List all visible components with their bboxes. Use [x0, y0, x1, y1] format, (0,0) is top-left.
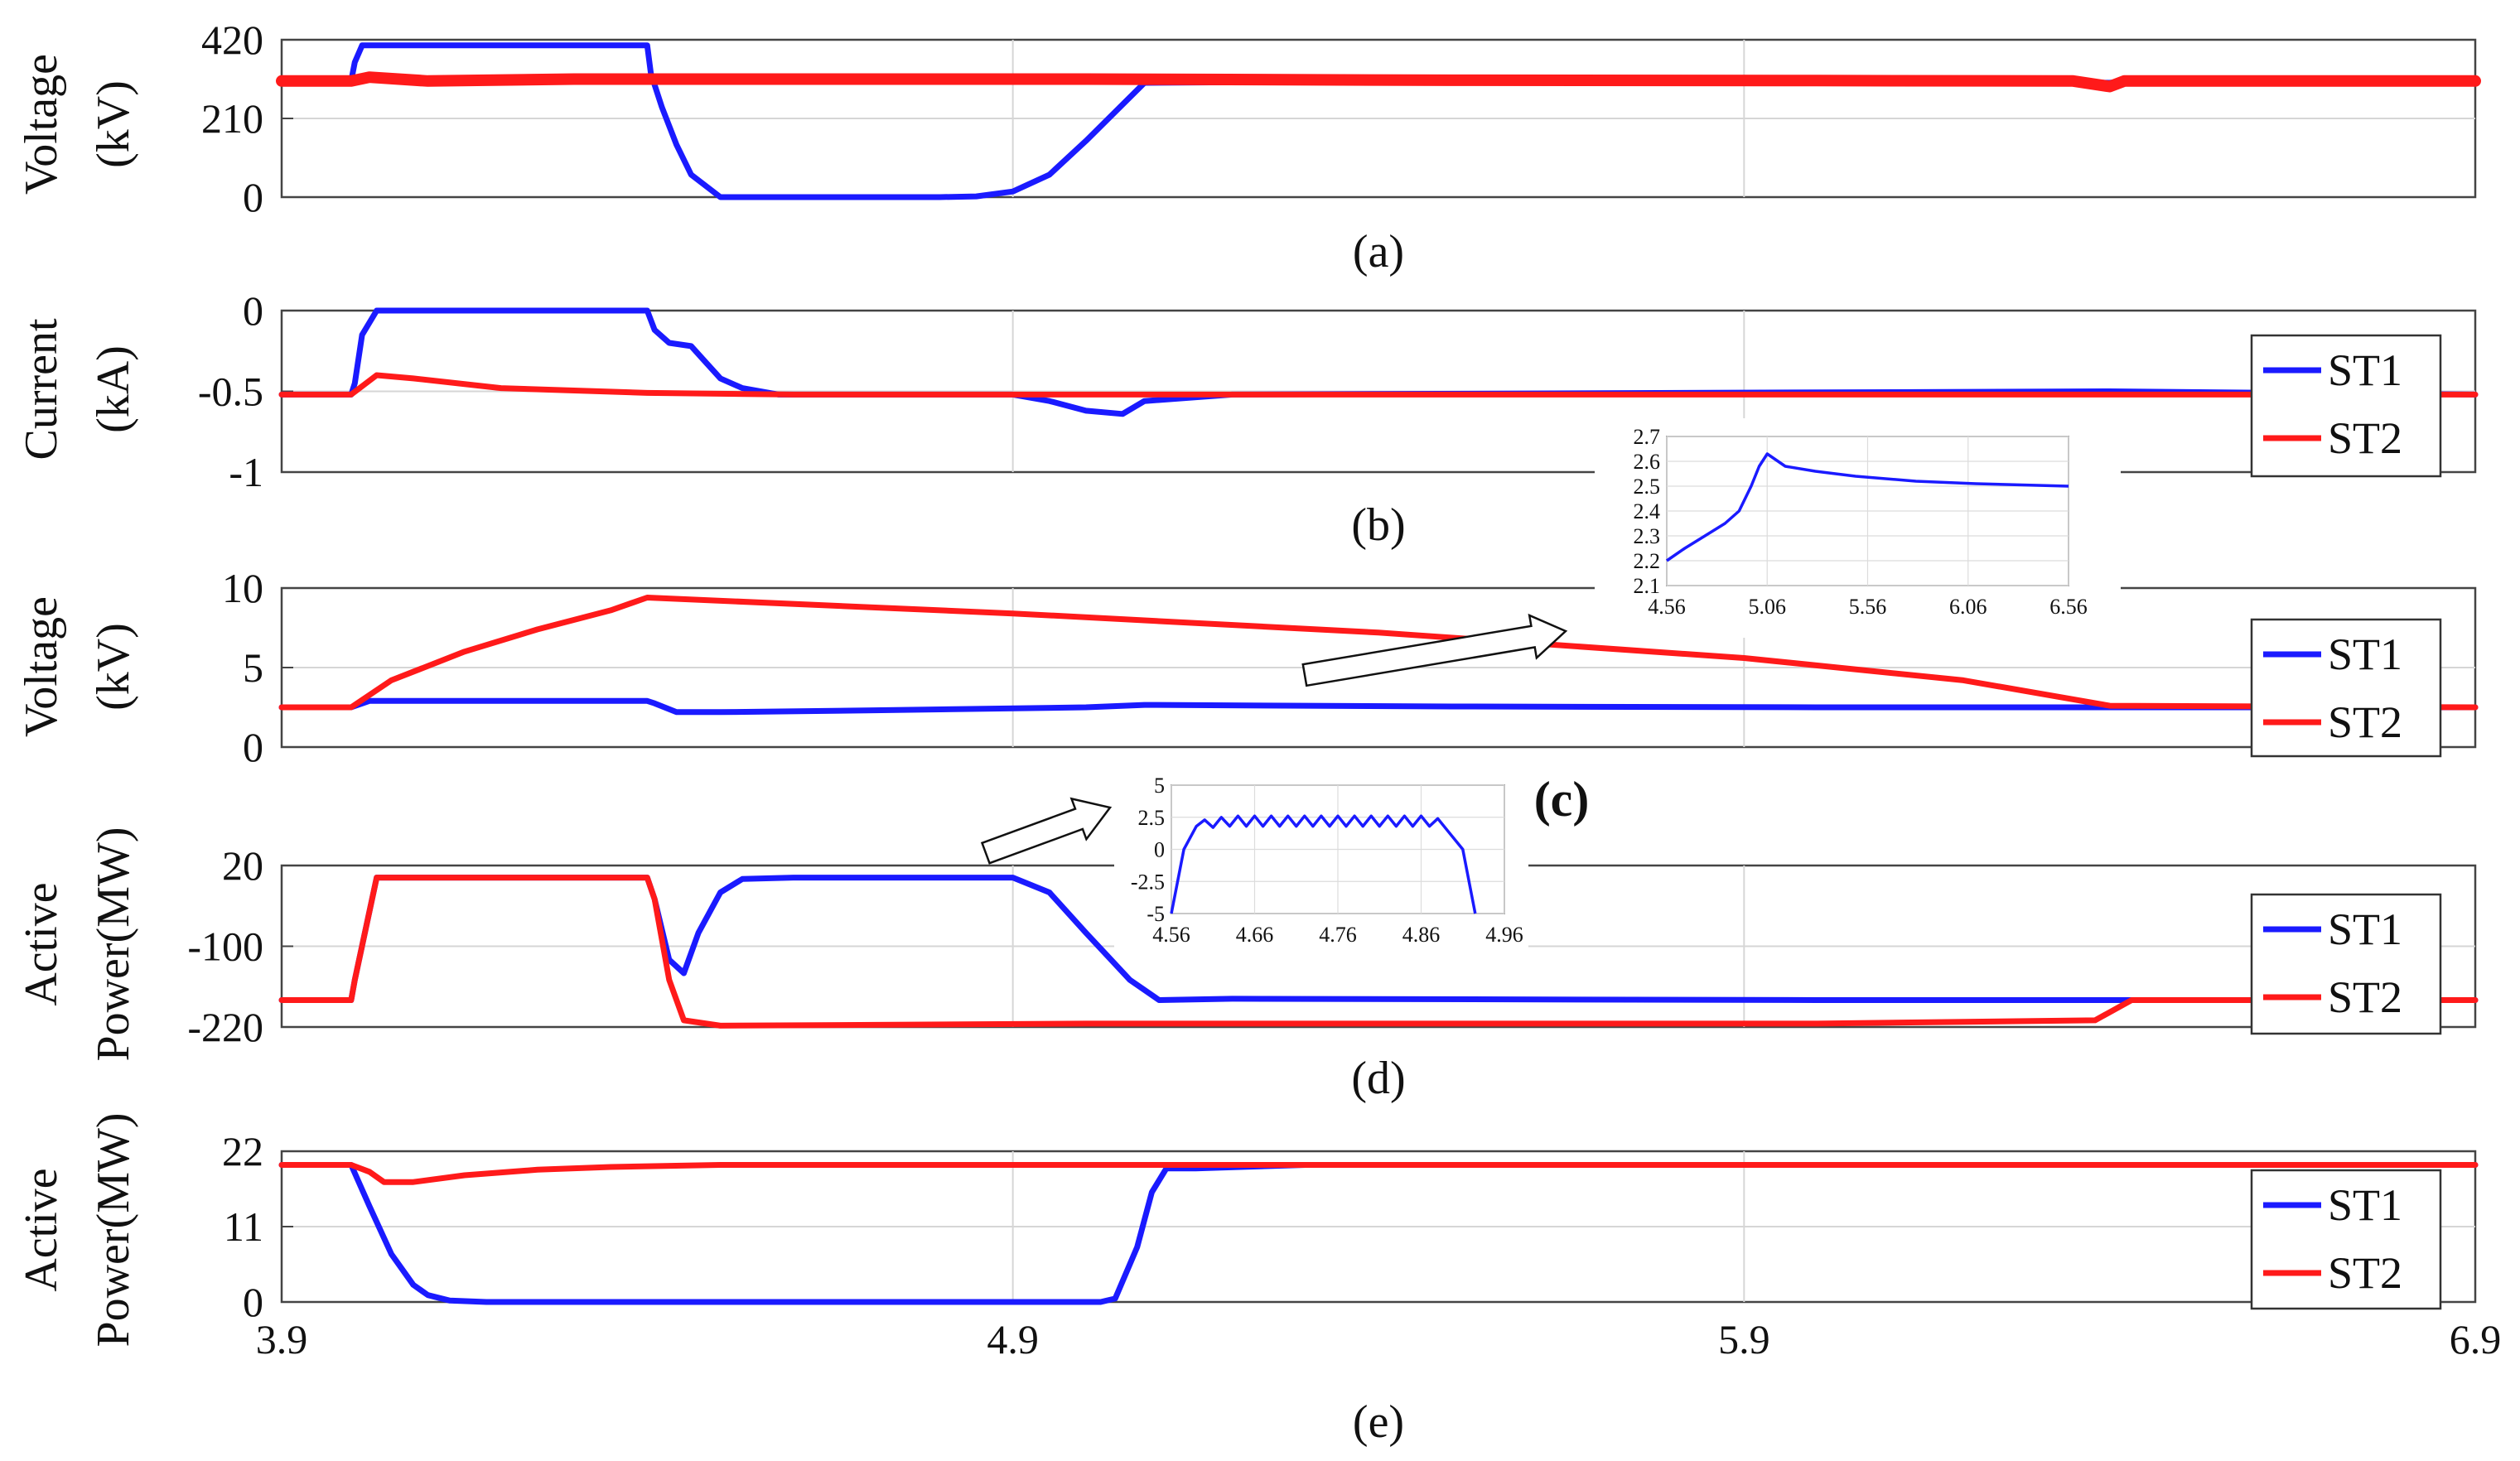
annotation-label: (c)	[1534, 772, 1590, 827]
panel-b: 0 -0.5 -1 Current (kA) (b) ST1 ST2	[16, 287, 2479, 551]
series-line-#ff1a1a	[276, 71, 2481, 93]
series-line-ST2	[278, 372, 2479, 398]
panel-caption: (a)	[1353, 226, 1404, 277]
x-tick-label: 3.9	[256, 1316, 308, 1362]
y-tick-label: 210	[201, 95, 263, 142]
y-axis-label: Active	[16, 1168, 67, 1291]
inset-panel-b: 4.56 5.06 5.56 6.06 6.56 2.72.62.52.42.32.22.…	[1595, 418, 2121, 638]
inset-y-tick-label: 2.5	[1138, 806, 1166, 830]
panel-caption: (d)	[1351, 1053, 1405, 1104]
legend-label: ST2	[2328, 1248, 2402, 1298]
x-tick-label: 5.9	[1718, 1316, 1770, 1362]
insets: 4.56 5.06 5.56 6.06 6.562.72.62.52.42.32.22.…	[1114, 418, 2121, 949]
legend-box	[2250, 893, 2442, 1035]
panel-e: 22 11 03.9 4.9 5.9 6.9 Active Power(MW) (e) ST1 ST…	[16, 1112, 2501, 1448]
y-axis-label: Voltage	[16, 54, 67, 195]
y-axis-label: Active	[16, 882, 67, 1005]
y-tick-label: 5	[243, 644, 263, 691]
inset-x-tick-label: 4.66	[1236, 923, 1274, 947]
inset-x-tick-label: 4.76	[1319, 923, 1357, 947]
y-tick-label: 10	[222, 565, 263, 611]
x-tick-label: 6.9	[2450, 1316, 2502, 1362]
inset-x-tick-label: 4.56	[1648, 595, 1686, 619]
series-line-ST1	[278, 307, 2479, 417]
y-tick-label: -0.5	[198, 369, 263, 415]
inset-x-tick-label: 6.56	[2049, 595, 2088, 619]
legend-label: ST2	[2328, 697, 2402, 747]
inset-series-line	[1170, 814, 1477, 914]
y-tick-label: 20	[222, 842, 263, 889]
y-axis-label: Current	[16, 318, 67, 460]
arrow-to-inset-d	[980, 797, 1113, 865]
legend-label: ST1	[2328, 904, 2402, 954]
arrow-to-inset-b	[1301, 613, 1568, 687]
inset-y-tick-label: 0	[1154, 838, 1165, 862]
series-line-ST2	[278, 875, 2479, 1029]
y-axis-label-unit: Power(MW)	[88, 827, 139, 1061]
inset-y-tick-label: 2.2	[1634, 549, 1661, 573]
legend-box	[2250, 1169, 2442, 1310]
series-line-ST2	[278, 1162, 2479, 1185]
inset-y-tick-label: 2.1	[1634, 574, 1661, 598]
y-axis-label-unit: (kA)	[88, 345, 139, 433]
inset-y-tick-label: 2.7	[1634, 425, 1661, 449]
panels: 420 210 0 Voltage (kV) (a) 0 -0.5 -1 Current (kA) (…	[16, 17, 2501, 1448]
y-tick-label: 11	[224, 1203, 263, 1250]
y-tick-label: 420	[201, 17, 263, 63]
inset-y-tick-label: 2.3	[1634, 524, 1661, 548]
y-tick-label: 0	[243, 724, 263, 770]
y-tick-label: 0	[243, 1279, 263, 1325]
inset-series-line	[1666, 452, 2069, 562]
y-tick-label: 0	[243, 287, 263, 334]
y-axis-label: Voltage	[16, 596, 67, 737]
legend-label: ST1	[2328, 345, 2402, 395]
inset-x-tick-label: 4.86	[1402, 923, 1441, 947]
inset-x-tick-label: 4.56	[1152, 923, 1190, 947]
legend-box	[2250, 334, 2442, 478]
legend-label: ST2	[2328, 413, 2402, 463]
inset-y-tick-label: 2.6	[1634, 450, 1661, 474]
inset-x-tick-label: 4.96	[1485, 923, 1523, 947]
inset-y-tick-label: 2.5	[1634, 475, 1661, 499]
inset-y-tick-label: -2.5	[1131, 870, 1165, 894]
y-tick-label: 22	[222, 1128, 263, 1174]
panel-caption: (b)	[1351, 499, 1405, 551]
x-tick-label: 4.9	[987, 1316, 1039, 1362]
inset-x-tick-label: 5.56	[1849, 595, 1887, 619]
legend-label: ST2	[2328, 972, 2402, 1022]
arrows	[980, 613, 1568, 865]
inset-y-tick-label: -5	[1147, 902, 1165, 926]
y-axis-label-unit: (kV)	[88, 80, 139, 168]
y-tick-label: -100	[187, 923, 263, 970]
panel-a: 420 210 0 Voltage (kV) (a)	[16, 17, 2481, 277]
y-axis-label-unit: (kV)	[88, 623, 139, 711]
legend-label: ST1	[2328, 1180, 2402, 1230]
y-tick-label: -220	[187, 1004, 263, 1050]
inset-x-tick-label: 5.06	[1749, 595, 1787, 619]
series-line-ST1	[278, 697, 2479, 716]
y-tick-label: 0	[243, 174, 263, 220]
legend-box	[2250, 618, 2442, 758]
inset-panel-d: 4.56 4.66 4.76 4.86 4.96 5 2.5 0 -2.5 -5	[1114, 769, 1528, 949]
y-axis-label-unit: Power(MW)	[88, 1112, 139, 1347]
inset-y-tick-label: 2.4	[1634, 499, 1661, 523]
panel-caption: (e)	[1353, 1396, 1404, 1448]
inset-y-tick-label: 5	[1154, 774, 1165, 798]
series-line-ST1	[278, 1162, 2479, 1305]
legend-label: ST1	[2328, 629, 2402, 679]
y-tick-label: -1	[229, 449, 263, 495]
inset-x-tick-label: 6.06	[1949, 595, 1987, 619]
series-line-ST2	[278, 595, 2479, 711]
